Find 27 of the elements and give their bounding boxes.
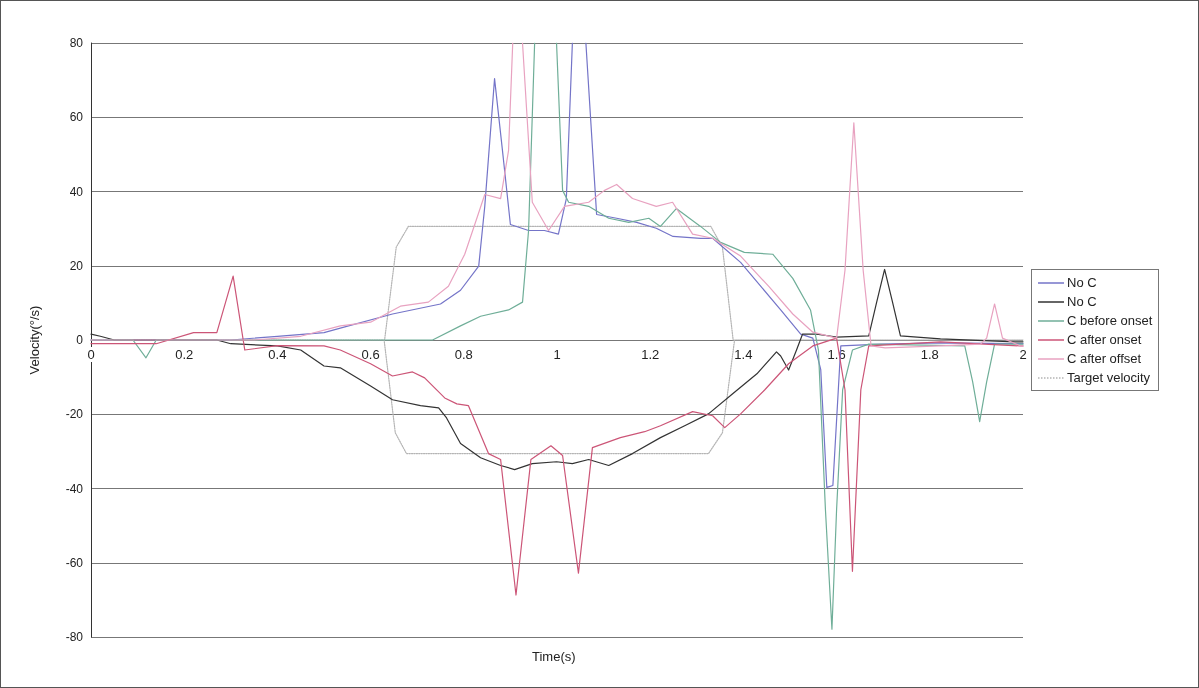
x-tick-label: 0.2: [175, 347, 194, 362]
x-tick-label: 1.8: [920, 347, 939, 362]
y-axis-title: Velocity(°/s): [27, 305, 42, 375]
y-tick-label: 80: [69, 36, 84, 50]
x-tick-label: 1.2: [641, 347, 660, 362]
y-tick-label: 40: [69, 184, 84, 199]
x-tick-label: 2: [1019, 347, 1027, 362]
x-tick-label: 0.4: [268, 347, 287, 362]
legend-label: C before onset: [1067, 313, 1153, 328]
y-tick-label: -60: [65, 555, 84, 570]
x-tick-label: 0.6: [361, 347, 380, 362]
y-tick-label: -40: [65, 481, 84, 496]
legend-label: C after offset: [1067, 351, 1142, 366]
x-tick-label: 1.4: [734, 347, 753, 362]
x-axis-title: Time(s): [532, 649, 576, 664]
y-tick-label: 20: [69, 258, 84, 273]
y-tick-label: -80: [65, 630, 84, 644]
y-tick-label: 60: [69, 110, 84, 125]
legend-label: Target velocity: [1067, 370, 1151, 385]
y-tick-label: 0: [76, 333, 84, 347]
x-tick-label: 0.8: [454, 347, 473, 362]
legend-label: No C: [1067, 294, 1097, 309]
x-tick-label: 1: [553, 347, 561, 362]
x-tick-label: 0: [87, 347, 95, 362]
legend-label: No C: [1067, 275, 1097, 290]
y-tick-label: -20: [65, 407, 84, 422]
legend-label: C after onset: [1067, 332, 1142, 347]
